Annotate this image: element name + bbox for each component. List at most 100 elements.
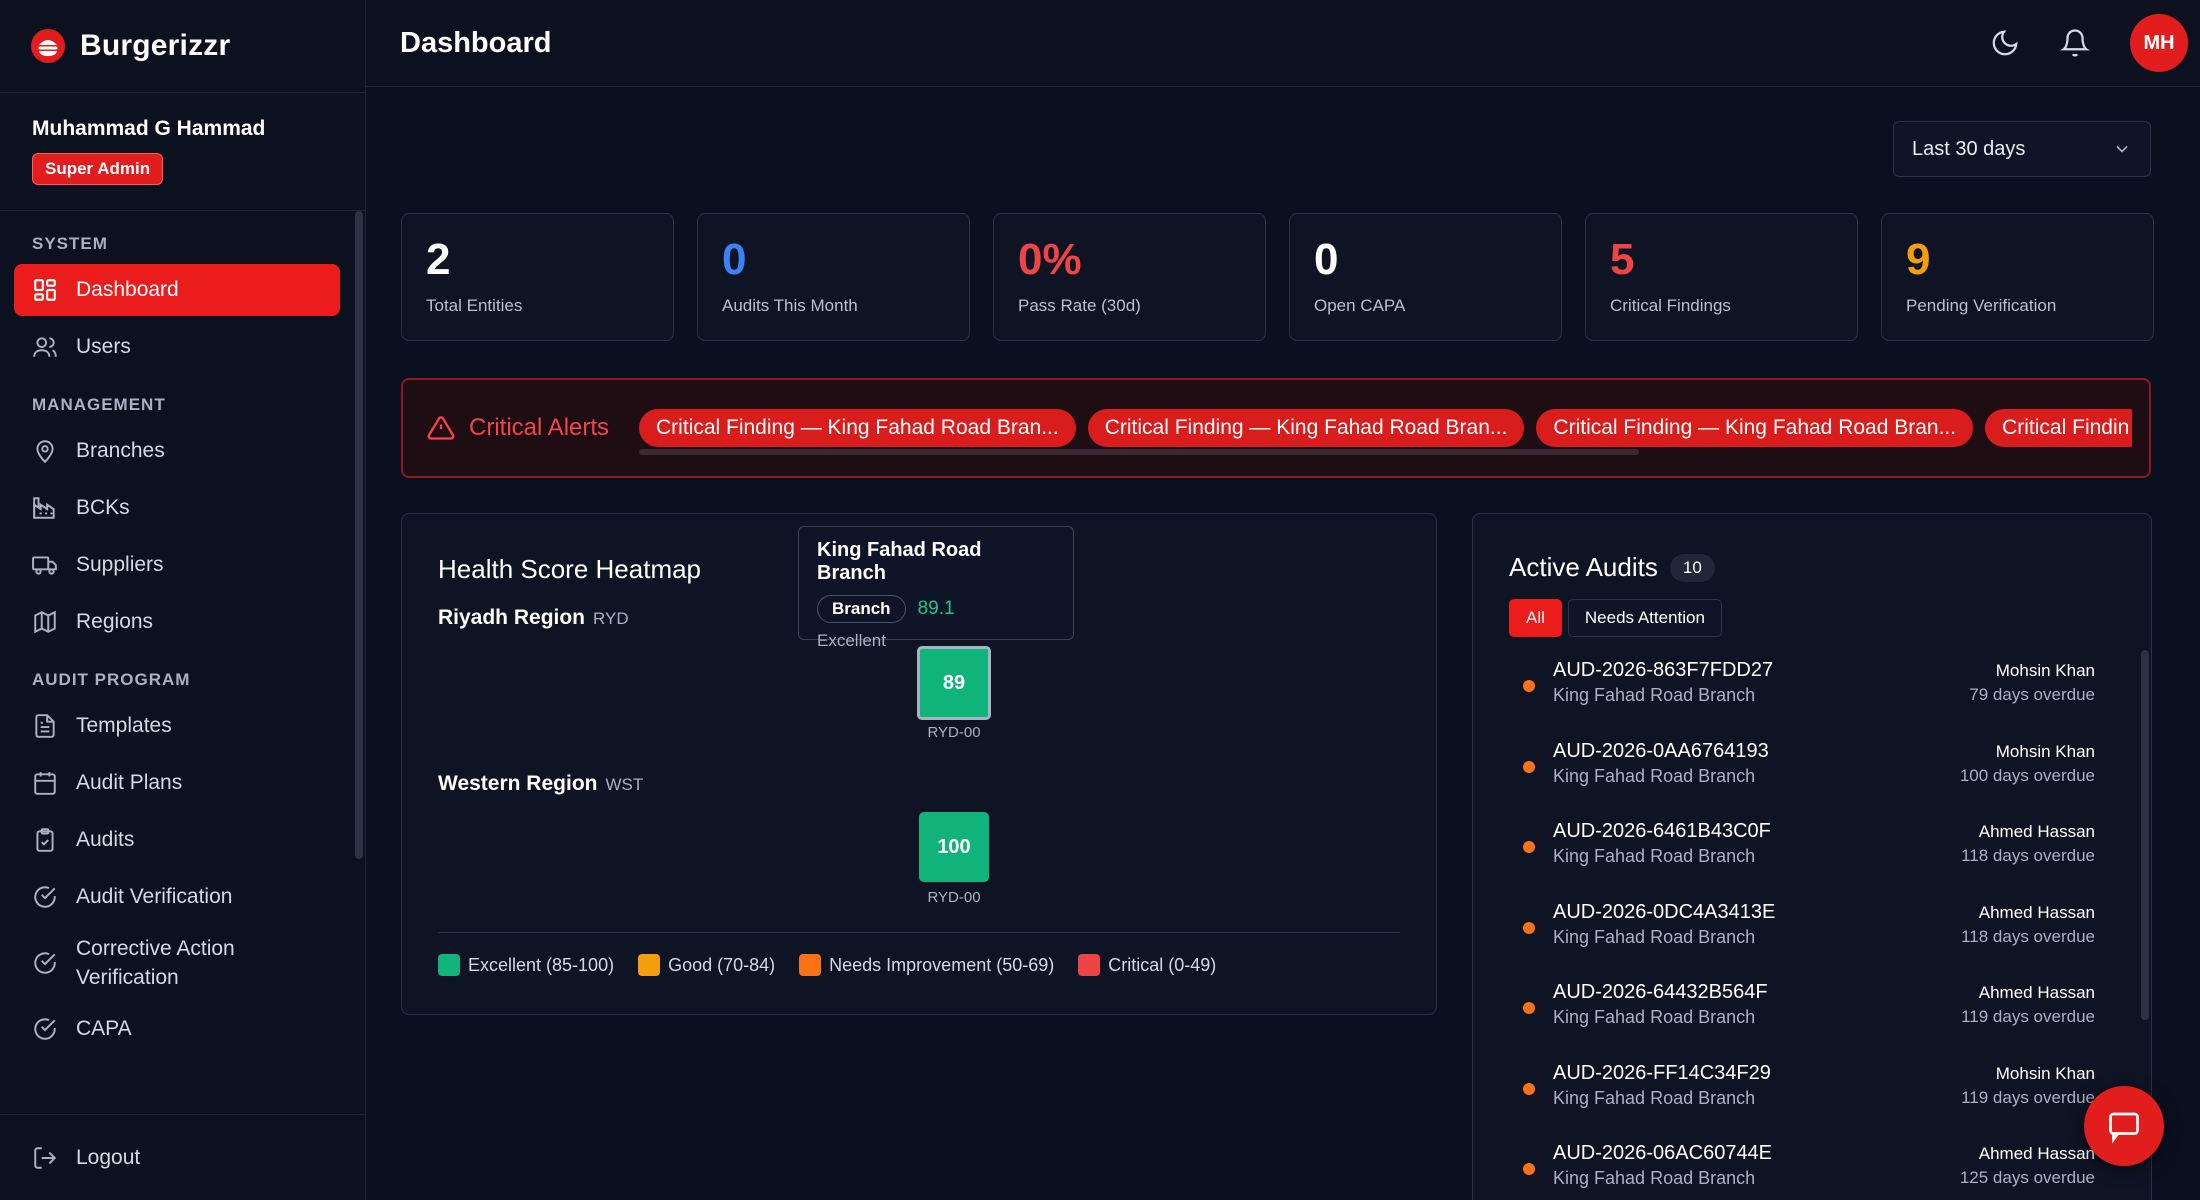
avatar[interactable]: MH — [2130, 14, 2188, 72]
check-circle-icon — [34, 1018, 56, 1040]
alert-pill[interactable]: Critical Findin — [1985, 409, 2132, 447]
audit-branch: King Fahad Road Branch — [1553, 1007, 1756, 1027]
region-code: WST — [605, 775, 644, 794]
sidebar-item-label: BCKs — [76, 496, 130, 519]
status-dot — [1523, 921, 1535, 934]
nav-section-system: SYSTEM — [32, 234, 108, 253]
filter-all-button[interactable]: All — [1509, 599, 1562, 637]
sidebar-item-audit-plans[interactable]: Audit Plans — [14, 757, 340, 809]
alert-pill[interactable]: Critical Finding — King Fahad Road Bran.… — [1536, 409, 1974, 447]
sidebar-item-bcks[interactable]: BCKs — [14, 482, 340, 534]
role-badge: Super Admin — [32, 153, 164, 185]
filter-needs-attention-button[interactable]: Needs Attention — [1567, 599, 1722, 637]
stat-value: 5 — [1610, 235, 1635, 284]
audit-id: AUD-2026-FF14C34F29 — [1553, 1061, 1771, 1084]
stat-label: Open CAPA — [1314, 296, 1406, 315]
stat-card-total-entities[interactable]: 2 Total Entities — [401, 213, 674, 341]
health-score-heatmap: Health Score Heatmap Riyadh Region RYD Ki… — [401, 513, 1437, 1015]
legend-swatch — [638, 954, 661, 976]
audit-auditor: Mohsin Khan — [1995, 1063, 2095, 1083]
moon-icon[interactable] — [1990, 28, 2020, 58]
legend-label: Critical (0-49) — [1108, 954, 1217, 975]
stat-value: 9 — [1906, 235, 1931, 284]
stat-label: Critical Findings — [1610, 296, 1731, 315]
audit-branch: King Fahad Road Branch — [1553, 685, 1756, 705]
audit-branch: King Fahad Road Branch — [1553, 1168, 1756, 1188]
sidebar-nav: SYSTEM Dashboard Users MANAGEMENT Branch… — [0, 212, 354, 1112]
sidebar-item-label: Branches — [76, 439, 165, 462]
sidebar-item-regions[interactable]: Regions — [14, 596, 340, 648]
audit-row[interactable]: AUD-2026-0DC4A3413E King Fahad Road Branc… — [1509, 897, 2109, 978]
sidebar-scrollbar[interactable] — [355, 211, 363, 859]
audit-id: AUD-2026-863F7FDD27 — [1553, 659, 1774, 681]
audit-auditor: Ahmed Hassan — [1978, 983, 2095, 1002]
sidebar-item-templates[interactable]: Templates — [14, 700, 340, 752]
brand[interactable]: Burgerizzr — [0, 0, 365, 93]
sidebar-item-users[interactable]: Users — [14, 321, 340, 373]
legend-item: Critical (0-49) — [1078, 954, 1216, 976]
stat-card-critical-findings[interactable]: 5 Critical Findings — [1585, 213, 1858, 341]
stat-card-audits-this-month[interactable]: 0 Audits This Month — [697, 213, 970, 341]
main-content: Last 30 days 2 Total Entities 0 Audits T… — [366, 87, 2200, 1200]
chat-button[interactable] — [2084, 1086, 2164, 1166]
sidebar-item-label: Audit Plans — [76, 771, 183, 794]
sidebar-item-suppliers[interactable]: Suppliers — [14, 539, 340, 591]
date-range-select[interactable]: Last 30 days — [1893, 121, 2151, 177]
heatmap-cell[interactable]: 89 — [917, 646, 991, 720]
audit-auditor: Ahmed Hassan — [1978, 902, 2095, 922]
nav-section-management: MANAGEMENT — [32, 395, 166, 414]
alert-pill[interactable]: Critical Finding — King Fahad Road Bran.… — [1087, 409, 1525, 447]
audit-overdue: 118 days overdue — [1961, 926, 2095, 946]
map-icon — [34, 610, 56, 634]
sidebar-item-label: Suppliers — [76, 553, 164, 576]
sidebar-item-audits[interactable]: Audits — [14, 814, 340, 866]
legend-label: Needs Improvement (50-69) — [829, 954, 1055, 975]
sidebar-item-label: Corrective Action Verification — [76, 937, 235, 989]
alerts-scrollbar[interactable] — [639, 449, 1639, 455]
stat-card-pending-verification[interactable]: 9 Pending Verification — [1881, 213, 2154, 341]
region-name: Western Region — [438, 772, 598, 795]
tooltip-row: Branch 89.1 — [817, 595, 1055, 623]
audit-id: AUD-2026-6461B43C0F — [1553, 820, 1771, 842]
sidebar-item-branches[interactable]: Branches — [14, 425, 340, 477]
audit-row[interactable]: AUD-2026-6461B43C0F King Fahad Road Branc… — [1509, 816, 2109, 897]
audit-id: AUD-2026-64432B564F — [1553, 981, 1768, 1003]
tooltip-grade: Excellent — [817, 631, 886, 650]
stat-card-open-capa[interactable]: 0 Open CAPA — [1289, 213, 1562, 341]
sidebar-item-corrective-action-verification[interactable]: Corrective Action Verification — [14, 928, 340, 998]
heatmap-cell[interactable]: 100 — [919, 812, 989, 882]
audit-list-scrollbar[interactable] — [2141, 650, 2149, 1020]
audit-id: AUD-2026-0DC4A3413E — [1553, 900, 1776, 923]
audit-row[interactable]: AUD-2026-863F7FDD27 King Fahad Road Branc… — [1509, 655, 2109, 736]
chat-icon — [2109, 1112, 2139, 1144]
sidebar-item-label: Regions — [76, 610, 154, 633]
sidebar-item-dashboard[interactable]: Dashboard — [14, 264, 340, 316]
alerts-title: Critical Alerts — [469, 414, 610, 441]
heatmap-legend: Excellent (85-100) Good (70-84) Needs Im… — [438, 954, 1216, 976]
sidebar-item-label: CAPA — [76, 1017, 132, 1040]
audit-row[interactable]: AUD-2026-0AA6764193 King Fahad Road Branc… — [1509, 736, 2109, 817]
sidebar-item-audit-verification[interactable]: Audit Verification — [14, 871, 340, 923]
bell-icon[interactable] — [2060, 28, 2090, 58]
alert-pill[interactable]: Critical Finding — King Fahad Road Bran.… — [639, 409, 1076, 447]
stat-label: Total Entities — [426, 296, 523, 315]
stat-card-pass-rate[interactable]: 0% Pass Rate (30d) — [993, 213, 1266, 341]
audit-overdue: 118 days overdue — [1961, 846, 2095, 865]
heatmap-cell-code: RYD-00 — [927, 889, 981, 906]
sidebar-item-label: Dashboard — [76, 278, 179, 301]
logout-button[interactable]: Logout — [14, 1132, 344, 1184]
audit-row[interactable]: AUD-2026-06AC60744E King Fahad Road Branc… — [1509, 1138, 2109, 1200]
audit-branch: King Fahad Road Branch — [1553, 765, 1756, 786]
tooltip-entity-name: King Fahad Road Branch — [817, 539, 982, 584]
dashboard-icon — [34, 279, 56, 301]
audit-row[interactable]: AUD-2026-FF14C34F29 King Fahad Road Branc… — [1509, 1058, 2109, 1139]
audit-auditor: Mohsin Khan — [1995, 741, 2095, 761]
audit-id: AUD-2026-06AC60744E — [1553, 1142, 1773, 1164]
active-audits-count: 10 — [1669, 553, 1715, 582]
legend-item: Needs Improvement (50-69) — [799, 954, 1054, 976]
status-dot — [1523, 680, 1535, 692]
sidebar-item-capa[interactable]: CAPA — [14, 1003, 340, 1055]
nav-section-audit-program: AUDIT PROGRAM — [32, 670, 191, 689]
stats-row: 2 Total Entities 0 Audits This Month 0% … — [401, 213, 2154, 341]
audit-row[interactable]: AUD-2026-64432B564F King Fahad Road Branc… — [1509, 977, 2109, 1058]
